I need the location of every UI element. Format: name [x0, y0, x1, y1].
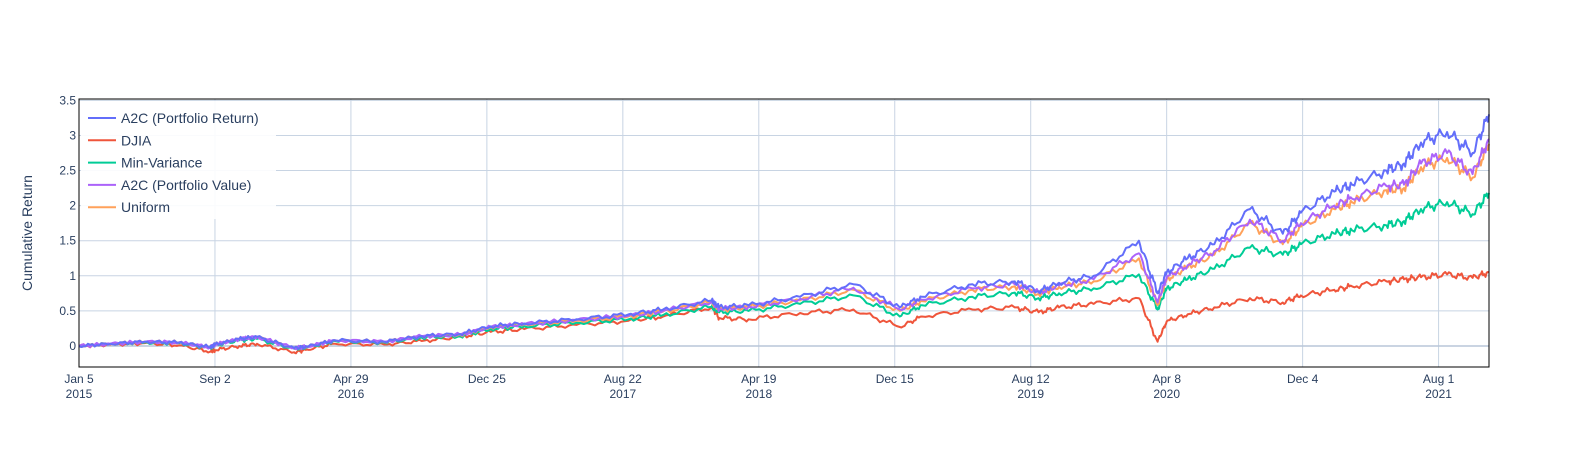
x-tick-label: Apr 8: [1152, 372, 1181, 386]
y-axis-tick-labels: 0 0.5 1 1.5 2 2.5 3 3.5: [59, 93, 76, 353]
y-tick-label: 1.5: [59, 234, 76, 248]
y-tick-label: 3: [69, 128, 76, 142]
y-tick-label: 2: [69, 199, 76, 213]
legend-label: Min-Variance: [121, 155, 203, 171]
x-tick-year-label: 2015: [66, 387, 93, 401]
y-tick-label: 2.5: [59, 164, 76, 178]
series-layer: [78, 114, 1490, 355]
x-tick-year-label: 2018: [745, 387, 772, 401]
x-tick-label: Dec 4: [1287, 372, 1319, 386]
legend-item-a2c-portfolio-return[interactable]: A2C (Portfolio Return): [88, 110, 259, 126]
x-tick-label: Dec 15: [876, 372, 914, 386]
legend-item-djia[interactable]: DJIA: [88, 132, 152, 148]
x-tick-year-label: 2019: [1017, 387, 1044, 401]
plot-area: [79, 99, 1489, 367]
legend-item-a2c-portfolio-value[interactable]: A2C (Portfolio Value): [88, 177, 251, 193]
x-tick-year-label: 2020: [1153, 387, 1180, 401]
legend[interactable]: A2C (Portfolio Return) DJIA Min-Variance A2…: [81, 101, 276, 219]
x-tick-year-label: 2017: [609, 387, 636, 401]
x-tick-label: Aug 12: [1012, 372, 1050, 386]
x-tick-label: Aug 1: [1423, 372, 1455, 386]
plot-frame: [78, 98, 1490, 368]
y-tick-label: 0: [69, 339, 76, 353]
series-line-djia: [78, 270, 1490, 355]
legend-label: Uniform: [121, 199, 170, 215]
x-tick-label: Jan 5: [64, 372, 94, 386]
legend-label: DJIA: [121, 132, 152, 148]
x-tick-year-label: 2016: [338, 387, 365, 401]
x-gridlines: [214, 99, 1440, 367]
y-tick-label: 0.5: [59, 304, 76, 318]
legend-label: A2C (Portfolio Value): [121, 177, 251, 193]
legend-background: [81, 101, 276, 219]
legend-item-uniform[interactable]: Uniform: [88, 199, 170, 215]
legend-item-min-variance[interactable]: Min-Variance: [88, 155, 203, 171]
x-tick-year-label: 2021: [1425, 387, 1452, 401]
legend-label: A2C (Portfolio Return): [121, 110, 259, 126]
x-tick-label: Apr 19: [741, 372, 777, 386]
y-axis-title: Cumulative Return: [19, 175, 35, 291]
y-tick-label: 1: [69, 269, 76, 283]
x-tick-label: Aug 22: [604, 372, 642, 386]
series-line-a2c-portfolio-return: [78, 114, 1490, 350]
x-tick-label: Apr 29: [333, 372, 369, 386]
y-tick-label: 3.5: [59, 93, 76, 107]
x-tick-label: Sep 2: [199, 372, 231, 386]
x-tick-label: Dec 25: [468, 372, 506, 386]
